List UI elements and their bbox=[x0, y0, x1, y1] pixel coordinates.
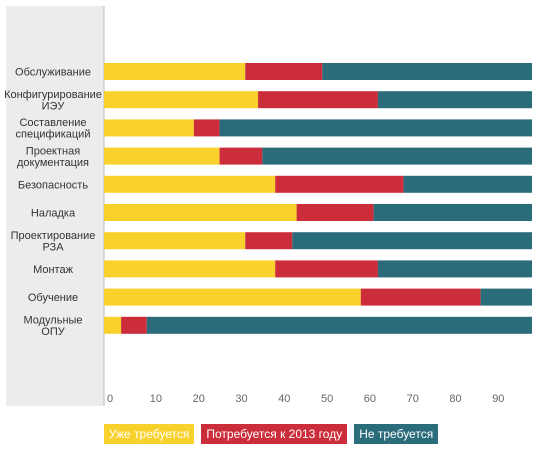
bar-segment-9-series-2 bbox=[360, 288, 481, 306]
bar-segment-1-series-2 bbox=[245, 63, 323, 80]
category-label-5: Безопасность bbox=[18, 179, 88, 191]
bar-segment-8-series-3 bbox=[377, 260, 532, 278]
bar-segment-7-series-2 bbox=[245, 232, 293, 250]
bar-segment-2-series-1 bbox=[104, 91, 259, 109]
bar-segment-10-series-3 bbox=[146, 316, 533, 334]
x-tick-label-6: 50 bbox=[321, 393, 333, 405]
bar-segment-6-series-1 bbox=[104, 204, 297, 221]
x-tick-label-8: 70 bbox=[407, 393, 419, 405]
category-label-3: Составление спецификаций bbox=[16, 117, 91, 140]
bar-segment-10-series-1 bbox=[104, 316, 122, 334]
category-label-8: Монтаж bbox=[33, 264, 74, 276]
bar-segment-9-series-1 bbox=[104, 288, 361, 306]
bar-segment-5-series-1 bbox=[104, 175, 276, 193]
bar-segment-2-series-2 bbox=[258, 91, 378, 109]
category-label-7: Проектирование РЗА bbox=[11, 230, 96, 254]
bar-segment-7-series-3 bbox=[292, 232, 532, 250]
bar-segment-7-series-1 bbox=[104, 232, 246, 250]
bar-segment-4-series-1 bbox=[104, 147, 220, 165]
category-label-10: Модульные ОПУ bbox=[23, 315, 82, 339]
x-tick-label-5: 40 bbox=[278, 393, 290, 405]
x-tick-label-1: 0 bbox=[107, 393, 113, 405]
bar-segment-3-series-3 bbox=[219, 119, 532, 137]
bar-segment-10-series-2 bbox=[121, 316, 147, 334]
bar-segment-6-series-3 bbox=[373, 204, 532, 221]
legend-item-2: Потребуется к 2013 году bbox=[201, 424, 348, 444]
x-tick-label-2: 10 bbox=[150, 393, 162, 405]
bar-segment-4-series-2 bbox=[219, 147, 263, 165]
x-tick-labels: 0 10 20 30 40 50 60 70 80 90 bbox=[107, 393, 504, 405]
bar-segment-1-series-1 bbox=[104, 63, 246, 80]
x-tick-label-10: 90 bbox=[492, 393, 504, 405]
bar-segment-3-series-2 bbox=[193, 119, 220, 137]
category-label-2: Конфигурирование ИЭУ bbox=[4, 89, 102, 113]
bar-segment-3-series-1 bbox=[104, 119, 194, 137]
bar-segment-8-series-1 bbox=[104, 260, 276, 278]
x-tick-label-4: 30 bbox=[235, 393, 247, 405]
bars-group bbox=[104, 63, 533, 334]
legend: Уже требуется Потребуется к 2013 году Не т… bbox=[0, 424, 542, 444]
legend-item-3: Не требуется bbox=[354, 424, 439, 444]
category-label-4: Проектная документация bbox=[17, 145, 89, 169]
bar-segment-9-series-3 bbox=[480, 288, 532, 306]
x-tick-label-3: 20 bbox=[193, 393, 205, 405]
category-label-6: Наладка bbox=[31, 208, 76, 220]
bar-segment-5-series-2 bbox=[275, 175, 404, 193]
x-tick-label-7: 60 bbox=[364, 393, 376, 405]
bar-segment-6-series-2 bbox=[296, 204, 374, 221]
bar-segment-1-series-3 bbox=[322, 63, 532, 80]
x-tick-label-9: 80 bbox=[449, 393, 461, 405]
category-label-1: Обслуживание bbox=[15, 67, 91, 79]
bar-segment-8-series-2 bbox=[275, 260, 378, 278]
bar-segment-2-series-3 bbox=[377, 91, 532, 109]
category-label-9: Обучение bbox=[28, 292, 78, 304]
legend-item-1: Уже требуется bbox=[103, 424, 195, 444]
category-labels: Обслуживание Конфигурирование ИЭУ Составлен… bbox=[4, 67, 102, 339]
bar-segment-4-series-3 bbox=[262, 147, 532, 165]
bar-segment-5-series-3 bbox=[403, 175, 532, 193]
